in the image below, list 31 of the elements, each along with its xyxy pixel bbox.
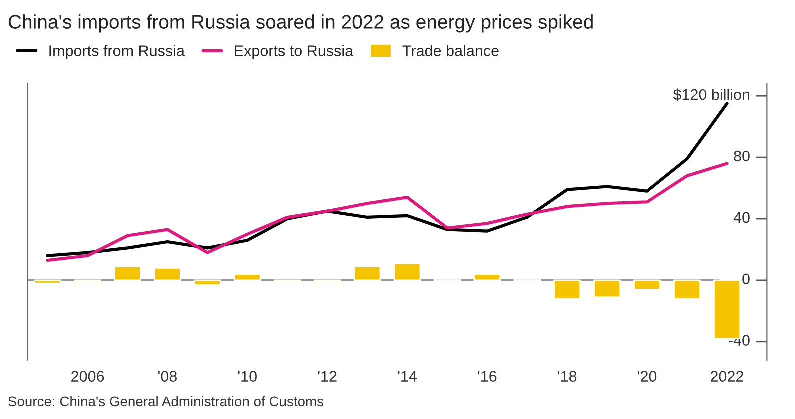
- bar: [234, 274, 262, 282]
- x-tick-label: '08: [158, 371, 177, 382]
- x-tick-label: 2022: [710, 371, 744, 382]
- bar: [554, 280, 582, 300]
- x-tick-label: 2006: [72, 371, 104, 382]
- y-tick-label: 40: [734, 212, 750, 224]
- legend-label: Exports to Russia: [235, 45, 354, 60]
- line-series: [46, 162, 729, 262]
- x-tick-label: '16: [478, 371, 497, 382]
- x-tick-label: '18: [558, 371, 577, 382]
- x-tick-label: '10: [238, 371, 257, 382]
- chart-title: China's imports from Russia soared in 2022 as energy prices spiked: [8, 14, 593, 33]
- bar: [474, 274, 502, 282]
- bar: [594, 280, 621, 298]
- bar: [394, 262, 422, 282]
- y-tick-label: $120 billion: [673, 88, 750, 102]
- x-tick-label: '20: [638, 371, 657, 382]
- bar: [674, 280, 701, 300]
- legend-label: Trade balance: [402, 45, 499, 56]
- x-tick-label: '12: [318, 371, 337, 382]
- bar: [154, 267, 182, 282]
- x-tick-label: '14: [398, 371, 417, 382]
- bar: [354, 266, 382, 282]
- bar: [194, 280, 222, 286]
- source-note: Source: China's General Administration of Customs: [8, 396, 324, 407]
- bar: [634, 280, 661, 290]
- bar: [114, 266, 142, 282]
- y-tick-label: 80: [734, 150, 750, 162]
- legend-label: Imports from Russia: [50, 45, 185, 60]
- y-tick-label: 0: [742, 274, 750, 285]
- bar: [34, 280, 62, 284]
